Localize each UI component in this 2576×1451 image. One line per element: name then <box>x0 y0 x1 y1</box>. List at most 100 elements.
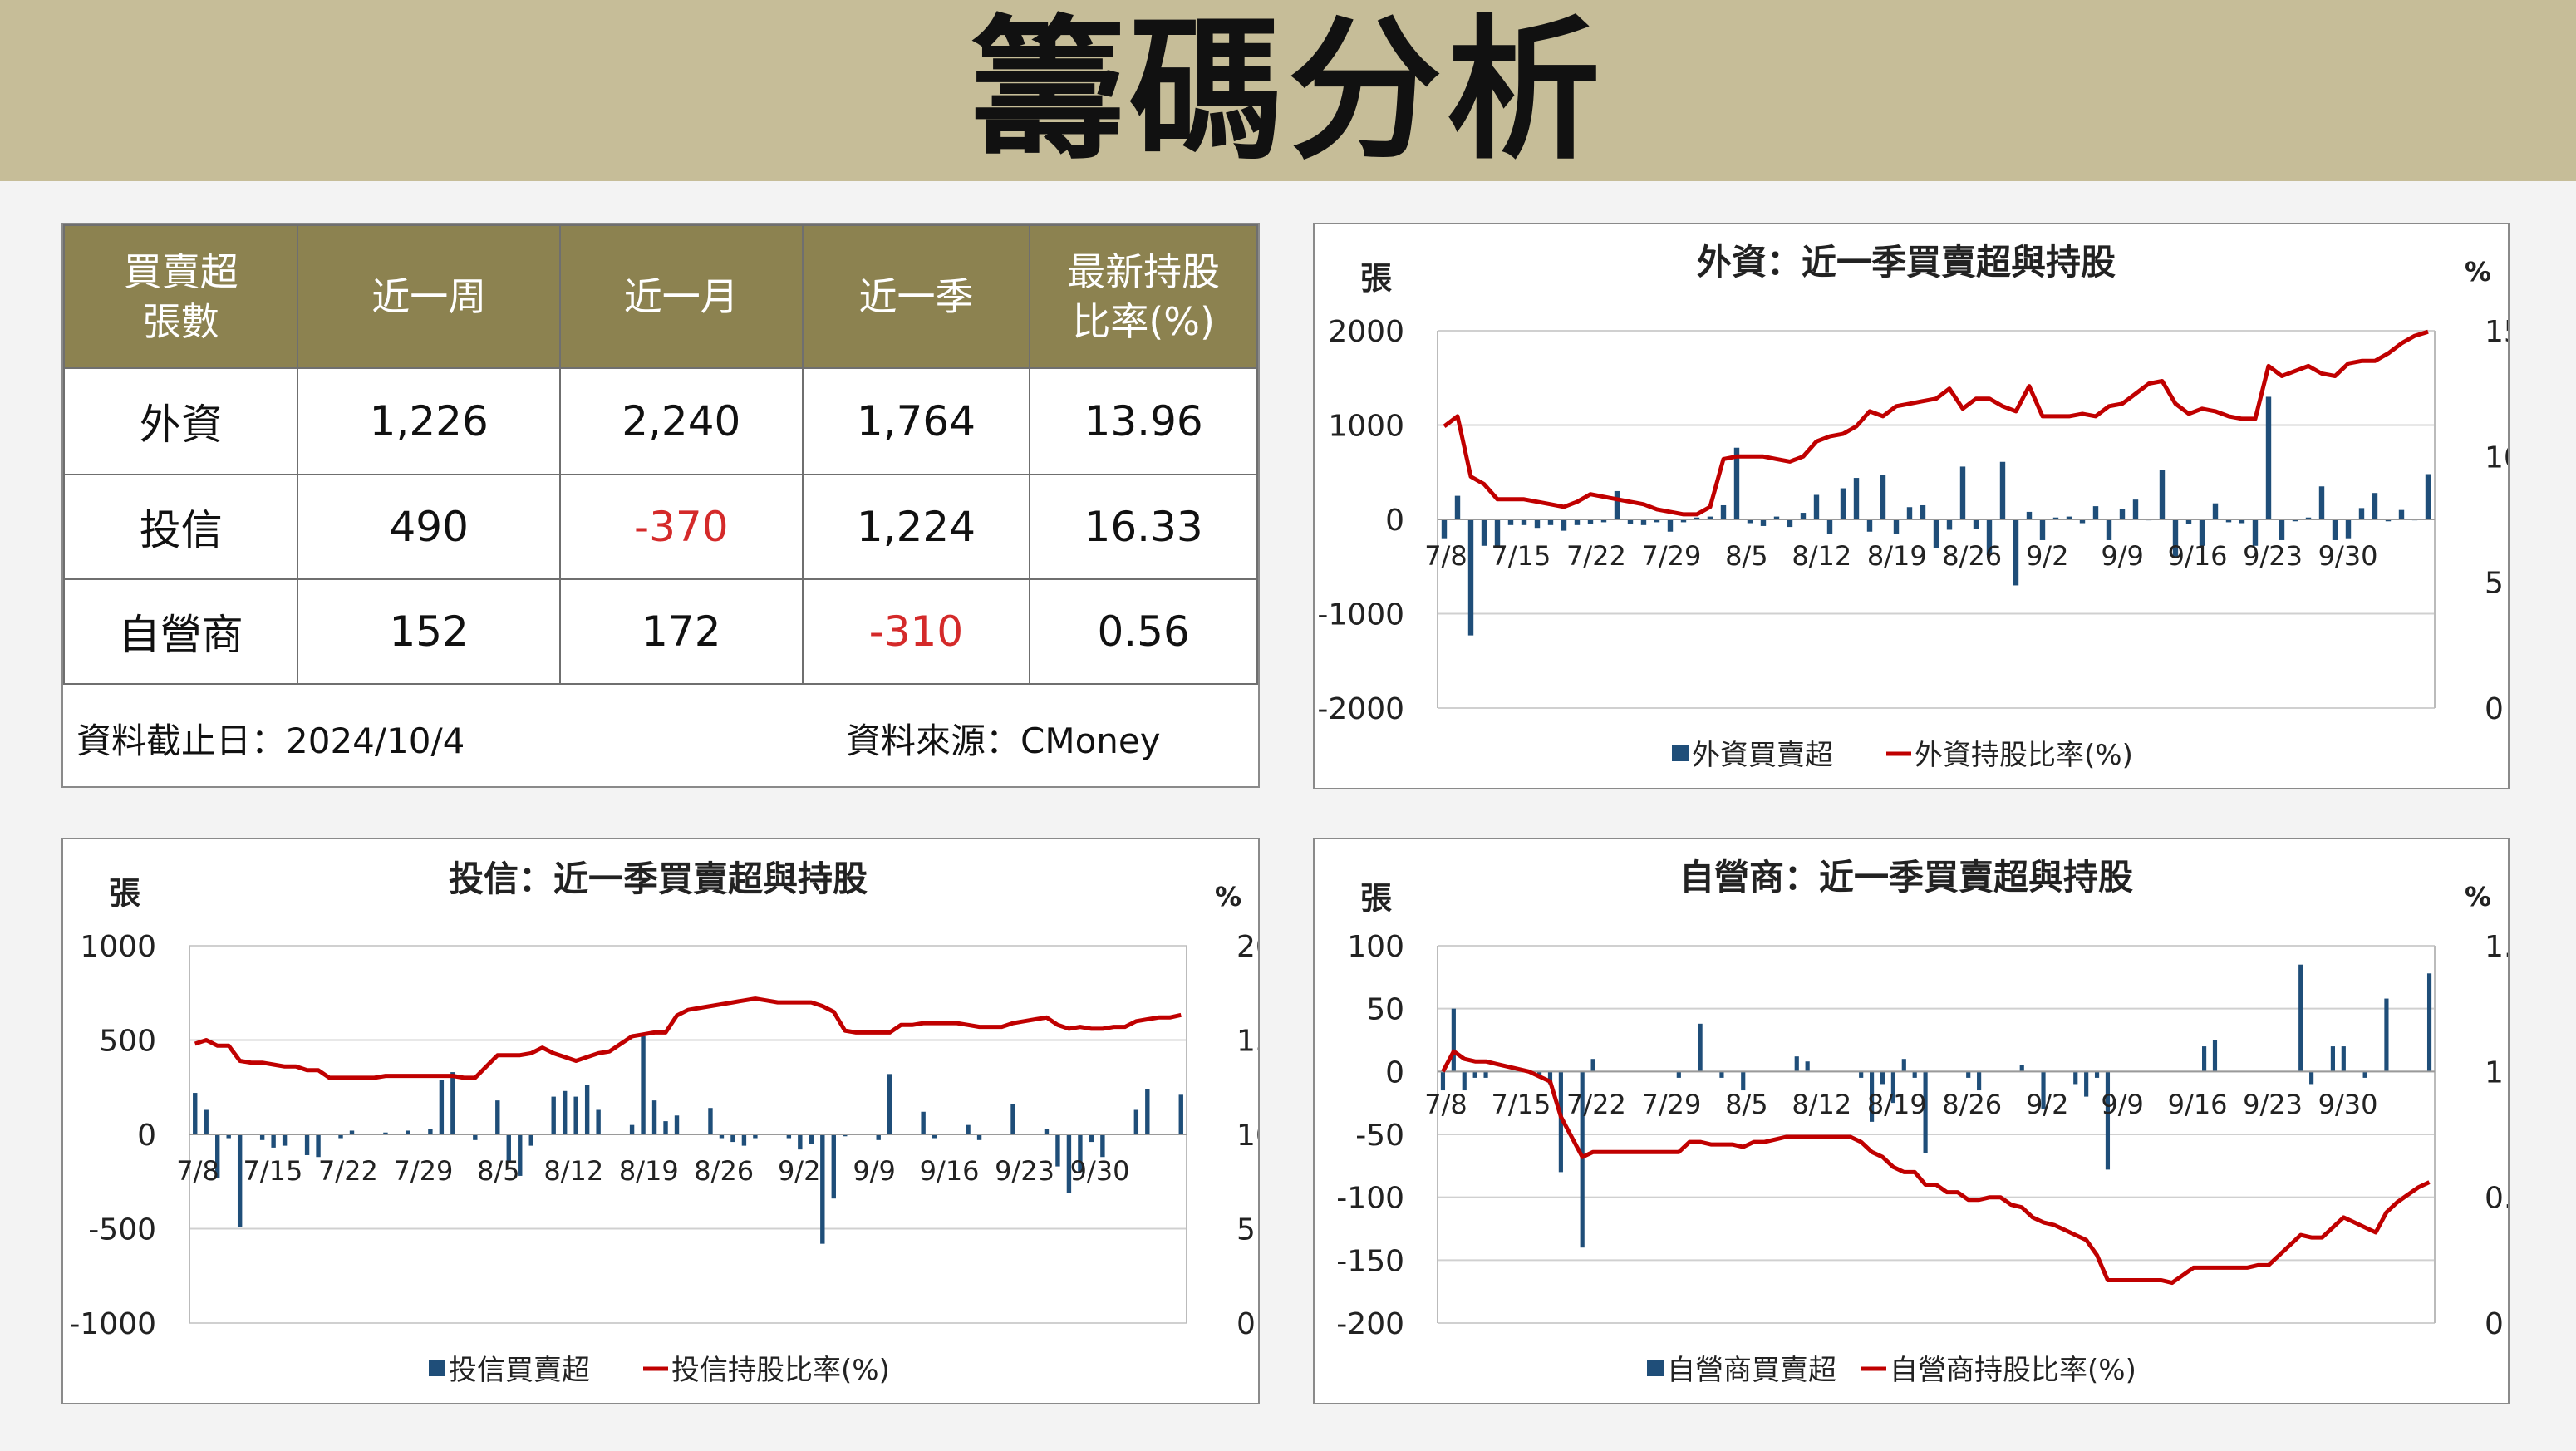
row-label: 投信 <box>62 474 299 580</box>
holding-ratio-line <box>1443 329 2429 517</box>
bar <box>2079 519 2086 524</box>
bar <box>2318 486 2325 519</box>
bar <box>809 1134 814 1144</box>
bar <box>2345 519 2352 539</box>
right-tick-label: 5 <box>2485 567 2504 601</box>
row-label: 自營商 <box>62 578 299 685</box>
x-tick-label: 8/5 <box>477 1155 520 1187</box>
bar <box>551 1096 556 1134</box>
bar <box>2239 519 2245 524</box>
bar <box>1966 1071 1971 1078</box>
bar <box>2019 1065 2024 1072</box>
x-tick-label: 8/19 <box>1867 1089 1927 1120</box>
bar <box>562 1090 568 1134</box>
cell-week: 1,226 <box>297 367 561 475</box>
bar <box>1472 1071 1477 1078</box>
bar <box>966 1124 971 1134</box>
left-tick-label: -200 <box>1336 1307 1404 1341</box>
holding-ratio-line <box>194 996 1182 1080</box>
x-tick-label: 7/15 <box>1492 1089 1551 1120</box>
left-tick-label: 50 <box>1366 993 1404 1027</box>
bar <box>1794 1056 1799 1072</box>
bar <box>2172 519 2179 558</box>
bar <box>473 1134 478 1140</box>
x-tick-label: 9/2 <box>778 1155 821 1187</box>
bar <box>1066 1134 1072 1193</box>
bar <box>349 1130 355 1134</box>
bar <box>1853 478 1860 519</box>
bar <box>1826 519 1833 534</box>
left-tick-label: -150 <box>1336 1244 1404 1278</box>
bar <box>1800 513 1807 519</box>
bar <box>2425 474 2431 519</box>
x-tick-label: 9/30 <box>1070 1155 1130 1187</box>
bar <box>2265 396 2272 519</box>
bar <box>506 1134 511 1163</box>
x-tick-label: 7/15 <box>1492 540 1551 572</box>
bar <box>1640 519 1647 525</box>
bar <box>1044 1129 1050 1134</box>
bar <box>2309 1071 2314 1085</box>
bar <box>1986 519 1993 556</box>
bar <box>651 1100 657 1134</box>
table-row: 投信 490 -370 1,224 16.33 <box>62 474 1258 580</box>
bar <box>1089 1134 1094 1143</box>
bar <box>2212 1040 2218 1072</box>
right-tick-label: 10 <box>2485 440 2508 475</box>
bar <box>843 1134 848 1137</box>
bar <box>1977 1071 1982 1091</box>
cell-ratio: 13.96 <box>1029 367 1258 475</box>
bar <box>1720 504 1727 519</box>
x-tick-label: 9/16 <box>2168 1089 2228 1120</box>
right-axis-unit: % <box>1215 881 1241 912</box>
bar <box>1813 494 1820 519</box>
bar <box>1441 519 1448 539</box>
right-tick-label: 1 <box>2485 1055 2504 1089</box>
right-axis-unit: % <box>2465 881 2491 912</box>
bar <box>2132 499 2139 519</box>
x-tick-label: 9/9 <box>2101 1089 2144 1120</box>
legend-bar-label: 外資買賣超 <box>1692 739 1833 772</box>
bar <box>1805 1061 1810 1072</box>
right-axis-unit: % <box>2465 256 2491 288</box>
trust-chart-panel: 投信：近一季買賣超與持股張%10005000-500-1000201510507… <box>61 838 1275 1404</box>
cell-quarter: 1,224 <box>801 474 1031 580</box>
left-tick-label: 2000 <box>1328 315 1404 349</box>
bar <box>1707 516 1713 519</box>
header-ratio-l2: 比率(%) <box>1072 299 1215 344</box>
bar <box>1866 519 1873 532</box>
bar <box>2298 964 2303 1072</box>
bar <box>573 1096 578 1134</box>
cell-quarter: 1,764 <box>801 367 1031 475</box>
bar <box>2202 1046 2207 1072</box>
header-week: 近一周 <box>297 224 561 369</box>
right-tick-label: 10 <box>1236 1119 1258 1153</box>
table-row: 外資 1,226 2,240 1,764 13.96 <box>62 367 1258 475</box>
x-tick-label: 8/26 <box>1942 540 2002 572</box>
bar <box>2212 503 2219 519</box>
x-tick-label: 8/19 <box>1867 540 1927 572</box>
bar <box>215 1134 220 1178</box>
bar <box>719 1134 725 1139</box>
right-tick-label: 15 <box>2485 315 2508 349</box>
bar <box>2305 517 2312 519</box>
bar <box>193 1093 198 1134</box>
bar <box>1481 519 1487 546</box>
x-tick-label: 8/12 <box>543 1155 603 1187</box>
bar <box>2362 1071 2367 1078</box>
x-tick-label: 9/16 <box>2168 540 2228 572</box>
bar <box>1901 1059 1906 1072</box>
bar <box>518 1134 523 1176</box>
bar <box>528 1134 533 1146</box>
summary-panel: 買賣超 張數 近一周 近一月 近一季 最新持股 比率(%) 外資 1,226 2,2… <box>61 223 1260 788</box>
bar <box>1454 495 1461 519</box>
source-note: 資料來源：CMoney <box>846 721 1161 761</box>
cell-week: 490 <box>297 474 561 580</box>
bar <box>1890 1071 1895 1104</box>
left-axis-unit: 張 <box>1360 260 1392 297</box>
right-tick-label: 1.5 <box>2485 930 2508 964</box>
bar <box>2052 517 2059 519</box>
legend-line-label: 投信持股比率(%) <box>671 1354 890 1387</box>
bar <box>2119 509 2126 519</box>
row-label: 外資 <box>62 367 299 475</box>
